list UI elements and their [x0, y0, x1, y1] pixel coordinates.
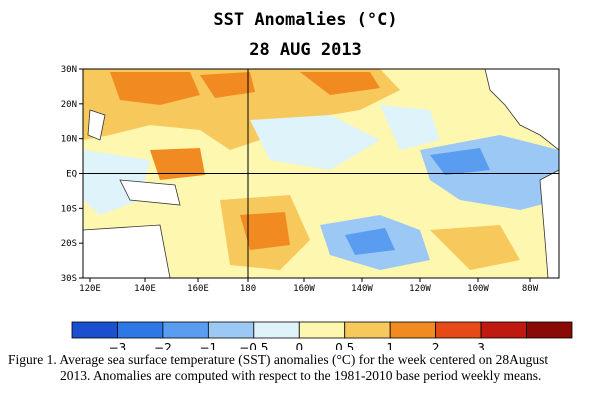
legend-swatch — [207, 321, 255, 339]
legend-tick-label: −1 — [200, 341, 218, 350]
lon-label: 140E — [134, 284, 156, 294]
legend-swatch — [71, 321, 118, 339]
lon-label: 180 — [240, 284, 256, 294]
legend-tick-label: 1 — [386, 341, 394, 350]
lon-label: 120W — [409, 284, 431, 294]
caption-line-2: 2013. Anomalies are computed with respec… — [60, 368, 542, 383]
legend-swatch — [117, 321, 164, 339]
map-date: 28 AUG 2013 — [249, 40, 362, 60]
lat-label: 30N — [61, 65, 77, 75]
lat-label: 10N — [61, 135, 77, 145]
legend-tick-label: −0.5 — [239, 341, 268, 350]
sst-anomaly-map: 30N 20N 10N EQ 10S 20S 30S 120E 140E 160E 180 160W… — [61, 65, 573, 350]
lon-label: 160E — [187, 284, 209, 294]
legend-tick-label: 0.5 — [335, 341, 354, 350]
legend-swatch — [253, 321, 300, 339]
longitude-labels: 120E 140E 160E 180 160W 140W 120W 100W 80W — [79, 278, 539, 294]
legend-tick-label: −2 — [154, 341, 172, 350]
legend-tick-label: 0 — [295, 341, 303, 350]
map-title: SST Anomalies (°C) — [213, 10, 398, 30]
color-legend — [71, 321, 573, 339]
latitude-labels: 30N 20N 10N EQ 10S 20S 30S — [61, 65, 83, 284]
legend-swatch — [435, 321, 482, 339]
lat-label: 10S — [61, 204, 77, 214]
lat-label: 30S — [61, 274, 77, 284]
legend-swatch — [344, 321, 391, 339]
legend-tick-label: 2 — [432, 341, 440, 350]
lon-label: 160W — [293, 284, 315, 294]
legend-tick-label: 3 — [477, 341, 485, 350]
lon-label: 100W — [467, 284, 489, 294]
lon-label: 80W — [522, 284, 539, 294]
legend-swatch — [526, 321, 573, 339]
lat-label: EQ — [66, 170, 77, 180]
legend-tick-label: −3 — [109, 341, 127, 350]
legend-swatch — [162, 321, 209, 339]
legend-swatch — [389, 321, 437, 339]
lon-label: 120E — [79, 284, 101, 294]
anomaly-field — [83, 69, 559, 278]
lon-label: 140W — [351, 284, 373, 294]
legend-tick-labels: −3 −2 −1 −0.5 0 0.5 1 2 3 — [109, 341, 485, 350]
legend-swatch — [298, 321, 346, 339]
figure-caption: Figure 1. Average sea surface temperatur… — [8, 352, 608, 384]
legend-swatch — [480, 321, 527, 339]
lat-label: 20S — [61, 239, 77, 249]
caption-line-1: Figure 1. Average sea surface temperatur… — [8, 352, 549, 367]
lat-label: 20N — [61, 100, 77, 110]
